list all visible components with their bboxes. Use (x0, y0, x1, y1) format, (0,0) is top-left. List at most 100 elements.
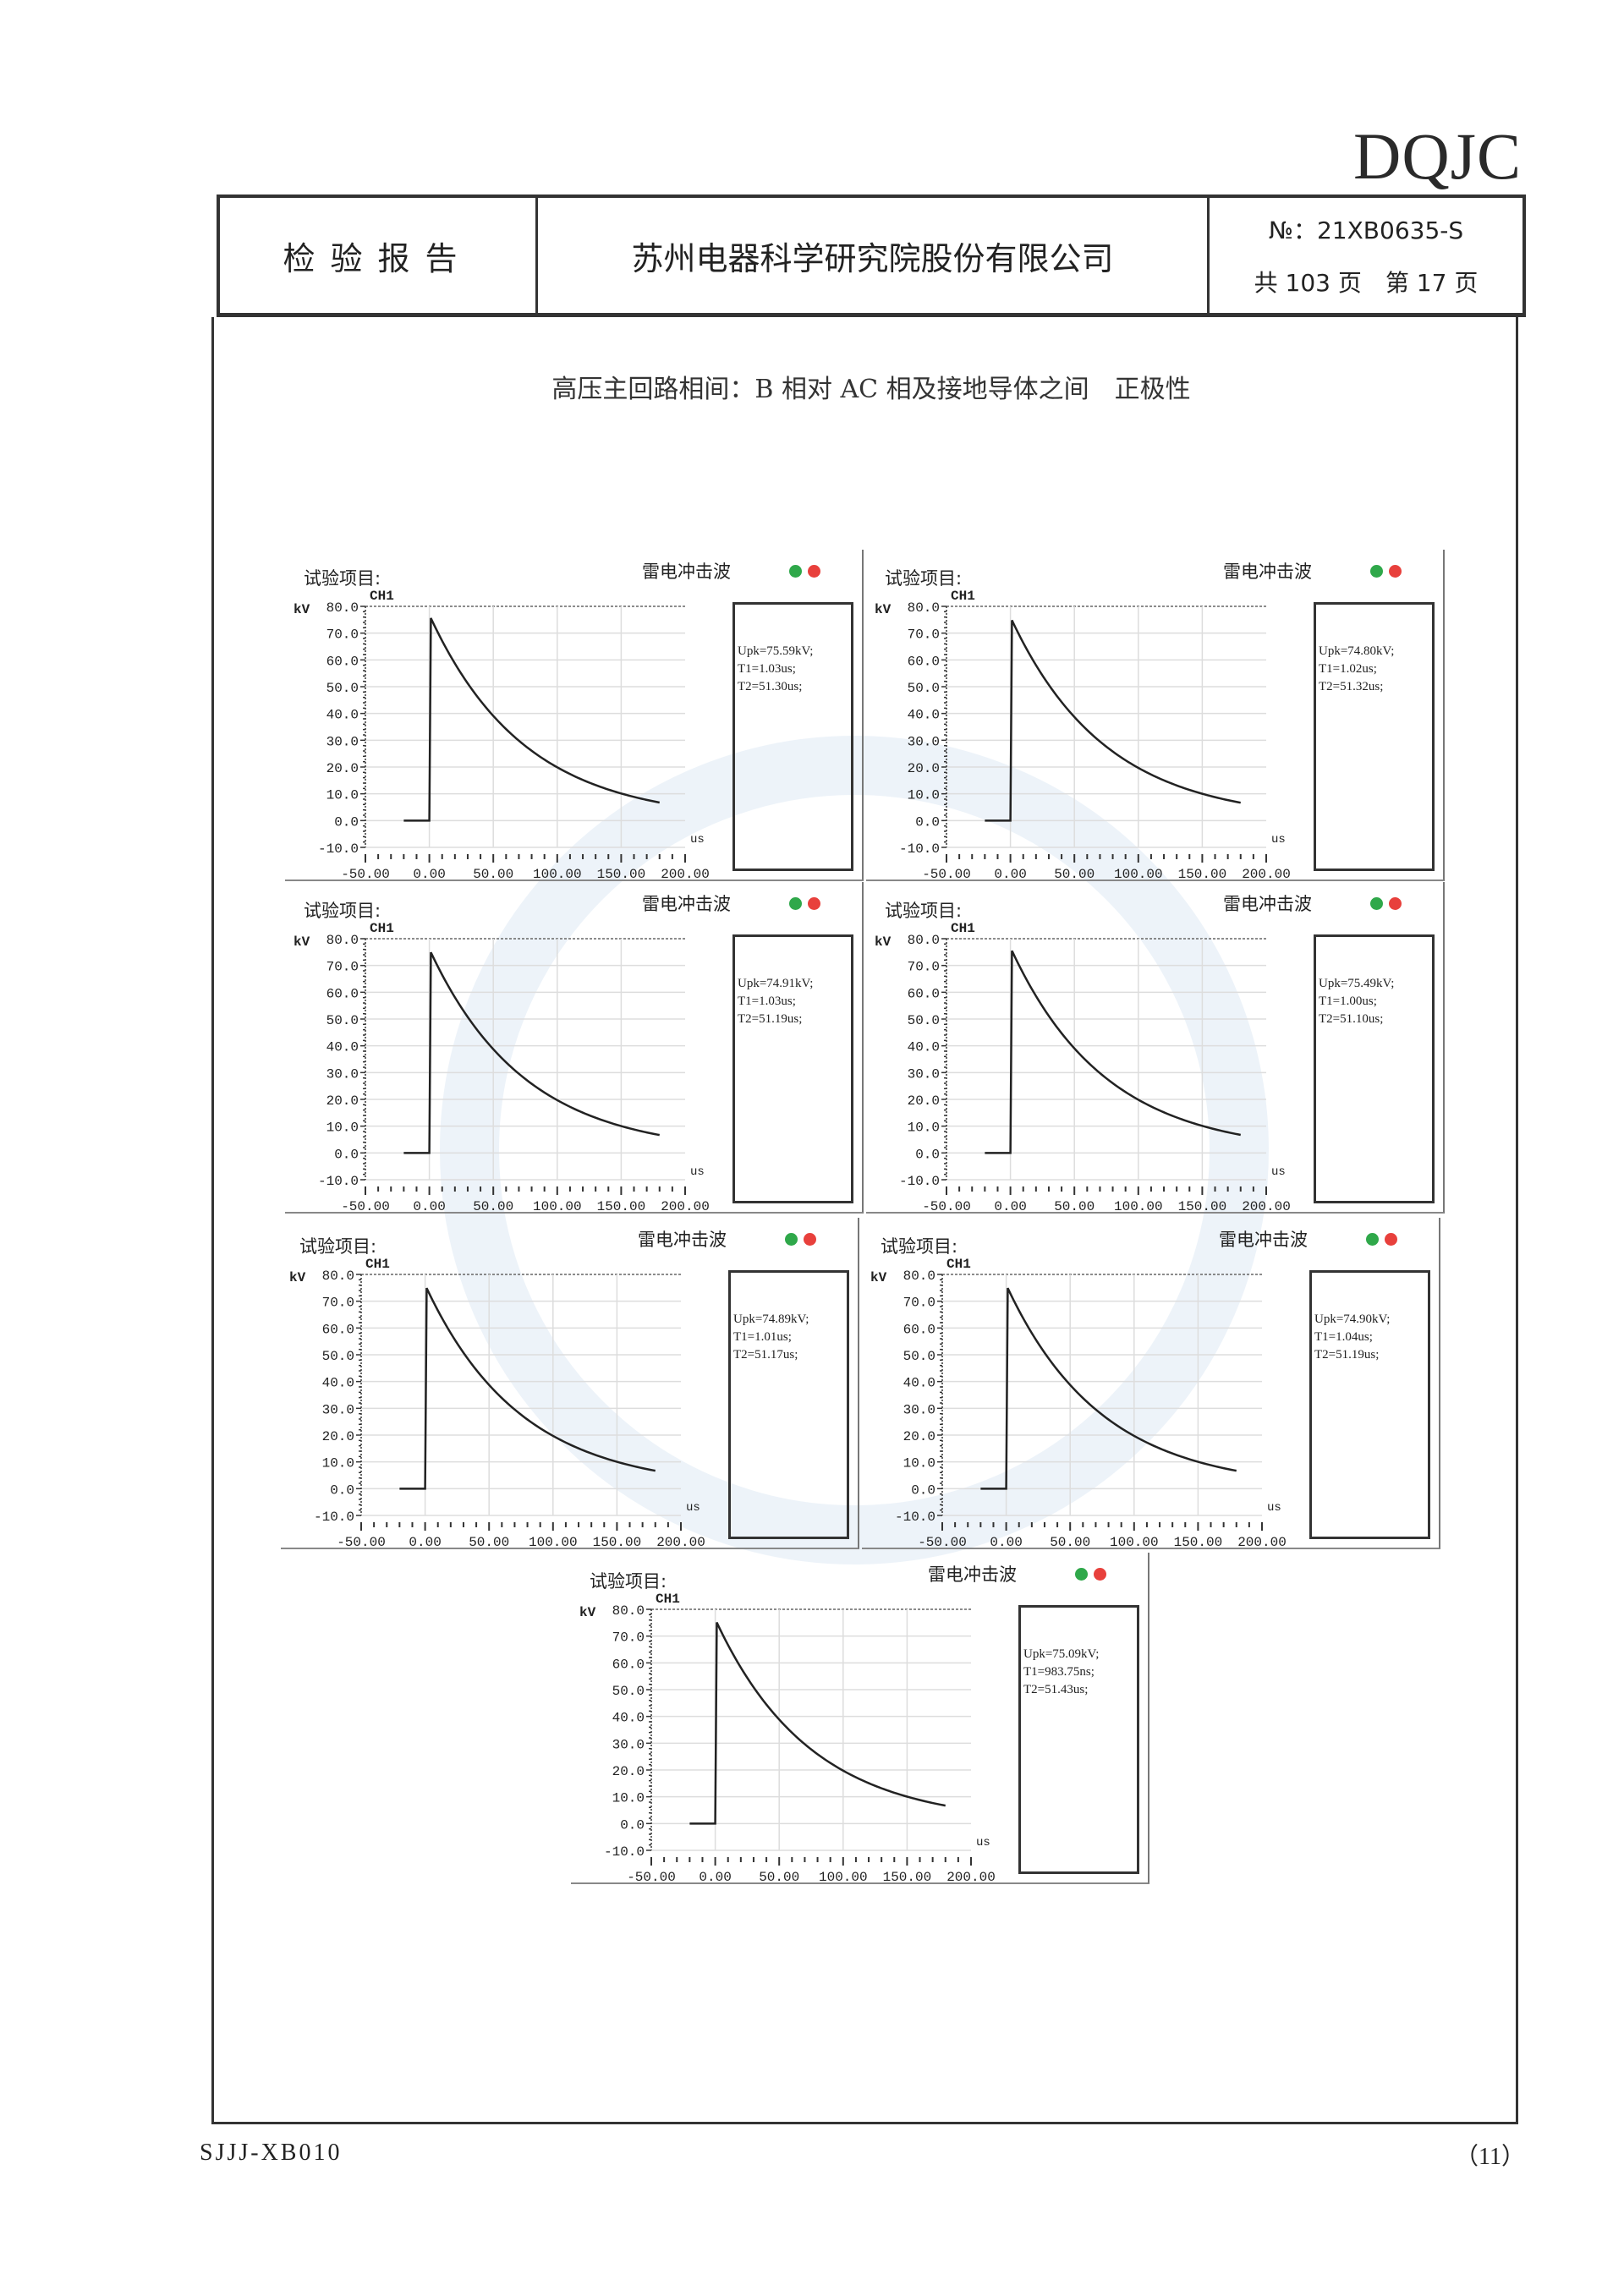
status-indicator-red-icon (1389, 897, 1402, 910)
waveform-chart: 80.0 70.0 60.0 50.0 40.0 30.0 20.0 10.0 0.0 -10.0… (604, 1603, 996, 1884)
test-item-label: 试验项目: (590, 1571, 667, 1592)
y-tick-label: -10.0 (899, 841, 940, 857)
x-tick-label: 0.00 (409, 1535, 441, 1549)
y-tick-label: 20.0 (903, 1429, 935, 1444)
x-tick-label: 0.00 (994, 1199, 1026, 1214)
y-tick-label: 0.0 (334, 814, 359, 830)
x-unit-label: us (690, 1165, 705, 1179)
x-unit-label: us (1271, 833, 1286, 847)
x-tick-label: 0.00 (413, 1199, 445, 1214)
waveform-chart: 80.0 70.0 60.0 50.0 40.0 30.0 20.0 10.0 0.0 -10.0… (318, 933, 710, 1214)
y-tick-label: 80.0 (326, 600, 359, 616)
y-tick-label: -10.0 (899, 1174, 940, 1189)
x-unit-label: us (686, 1501, 700, 1515)
y-tick-label: 80.0 (908, 933, 940, 948)
waveform-chart: 80.0 70.0 60.0 50.0 40.0 30.0 20.0 10.0 0.0 -10.0… (314, 1269, 705, 1549)
y-tick-label: 80.0 (908, 600, 940, 616)
waveform-panel: 试验项目: 雷电冲击波 CH1 kV Upk=75.49kV; T1=1.00us; T2=… (866, 882, 1445, 1214)
x-tick-label: 150.00 (593, 1535, 642, 1549)
y-tick-label: 10.0 (326, 788, 359, 803)
company-name: 苏州电器科学研究院股份有限公司 (538, 198, 1210, 313)
readout-line: T2=51.17us; (733, 1348, 798, 1362)
readout-line: T2=51.19us; (1314, 1348, 1380, 1362)
y-tick-label: -10.0 (318, 841, 359, 857)
x-tick-label: 0.00 (994, 867, 1026, 881)
y-tick-label: 50.0 (908, 681, 940, 696)
waveform-line (689, 1621, 946, 1825)
x-unit-label: us (976, 1836, 990, 1849)
status-indicator-green-icon (789, 565, 802, 578)
x-tick-label: 150.00 (1178, 1199, 1227, 1214)
x-unit-label: us (1267, 1501, 1281, 1515)
x-tick-label: 0.00 (699, 1870, 731, 1884)
x-tick-label: 150.00 (883, 1870, 932, 1884)
readout-box: Upk=74.89kV; T1=1.01us; T2=51.17us; (728, 1270, 849, 1539)
readout-line: Upk=75.59kV; (738, 644, 814, 658)
readout-box: Upk=75.49kV; T1=1.00us; T2=51.10us; (1314, 934, 1435, 1203)
y-unit-label: kV (875, 602, 892, 617)
x-tick-label: 100.00 (533, 867, 582, 881)
y-tick-label: -10.0 (314, 1510, 354, 1525)
y-tick-label: 40.0 (612, 1711, 645, 1726)
y-tick-label: 70.0 (322, 1296, 354, 1311)
y-tick-label: 10.0 (903, 1456, 935, 1471)
x-tick-label: 50.00 (473, 867, 513, 881)
y-tick-label: 20.0 (326, 1093, 359, 1109)
dqjc-logo: DQJC (1353, 119, 1522, 193)
content-frame (211, 317, 1518, 2124)
channel-label: CH1 (951, 589, 975, 604)
y-tick-label: 0.0 (334, 1147, 359, 1162)
status-indicator-red-icon (808, 897, 820, 910)
test-item-label: 试验项目: (885, 568, 963, 589)
status-indicator-green-icon (789, 897, 802, 910)
channel-label: CH1 (370, 589, 394, 604)
readout-line: T1=1.03us; (738, 995, 796, 1008)
readout-line: T1=1.00us; (1319, 995, 1377, 1008)
waveform-chart: 80.0 70.0 60.0 50.0 40.0 30.0 20.0 10.0 0.0 -10.0… (899, 600, 1291, 881)
readout-box: Upk=75.59kV; T1=1.03us; T2=51.30us; (732, 602, 853, 871)
page-count: 共 103 页 第 17 页 (1254, 269, 1479, 297)
report-header: 检验报告 苏州电器科学研究院股份有限公司 №：21XB0635-S 共 103 … (217, 195, 1526, 317)
x-tick-label: -50.00 (918, 1535, 967, 1549)
wave-type-label: 雷电冲击波 (642, 562, 731, 582)
y-tick-label: 0.0 (911, 1482, 935, 1498)
y-tick-label: 0.0 (620, 1817, 645, 1833)
y-tick-label: 60.0 (322, 1322, 354, 1337)
status-indicator-red-icon (808, 565, 820, 578)
waveform-panel: 试验项目: 雷电冲击波 CH1 kV Upk=75.09kV; T1=983.75ns; T… (571, 1553, 1149, 1884)
status-indicator-green-icon (1366, 1233, 1379, 1246)
y-tick-label: 30.0 (903, 1402, 935, 1417)
status-indicator-green-icon (785, 1233, 798, 1246)
x-tick-label: 200.00 (661, 867, 710, 881)
x-tick-label: 200.00 (661, 1199, 710, 1214)
x-tick-label: 200.00 (656, 1535, 705, 1549)
x-tick-label: -50.00 (922, 867, 971, 881)
y-tick-label: 40.0 (326, 708, 359, 723)
x-tick-label: 100.00 (1114, 867, 1163, 881)
x-tick-label: 100.00 (1114, 1199, 1163, 1214)
y-tick-label: 0.0 (915, 1147, 940, 1162)
wave-type-label: 雷电冲击波 (638, 1230, 727, 1250)
readout-line: T2=51.32us; (1319, 680, 1384, 693)
x-tick-label: -50.00 (341, 1199, 390, 1214)
readout-box: Upk=75.09kV; T1=983.75ns; T2=51.43us; (1018, 1605, 1139, 1874)
y-tick-label: 60.0 (908, 654, 940, 669)
waveform-chart: 80.0 70.0 60.0 50.0 40.0 30.0 20.0 10.0 0.0 -10.0… (895, 1269, 1287, 1549)
y-tick-label: 60.0 (326, 986, 359, 1001)
x-tick-label: 100.00 (529, 1535, 578, 1549)
y-tick-label: 50.0 (612, 1684, 645, 1699)
y-tick-label: 60.0 (903, 1322, 935, 1337)
channel-label: CH1 (946, 1257, 971, 1272)
waveform-chart: 80.0 70.0 60.0 50.0 40.0 30.0 20.0 10.0 0.0 -10.0… (899, 933, 1291, 1214)
wave-type-label: 雷电冲击波 (1223, 562, 1312, 582)
readout-line: T1=1.04us; (1314, 1330, 1373, 1344)
y-tick-label: -10.0 (895, 1510, 935, 1525)
x-unit-label: us (1271, 1165, 1286, 1179)
y-tick-label: 80.0 (326, 933, 359, 948)
y-tick-label: 70.0 (908, 627, 940, 643)
waveform-line (403, 951, 660, 1154)
y-tick-label: 20.0 (908, 1093, 940, 1109)
y-tick-label: 70.0 (612, 1630, 645, 1646)
x-tick-label: 100.00 (1110, 1535, 1159, 1549)
test-item-label: 试验项目: (881, 1236, 958, 1257)
